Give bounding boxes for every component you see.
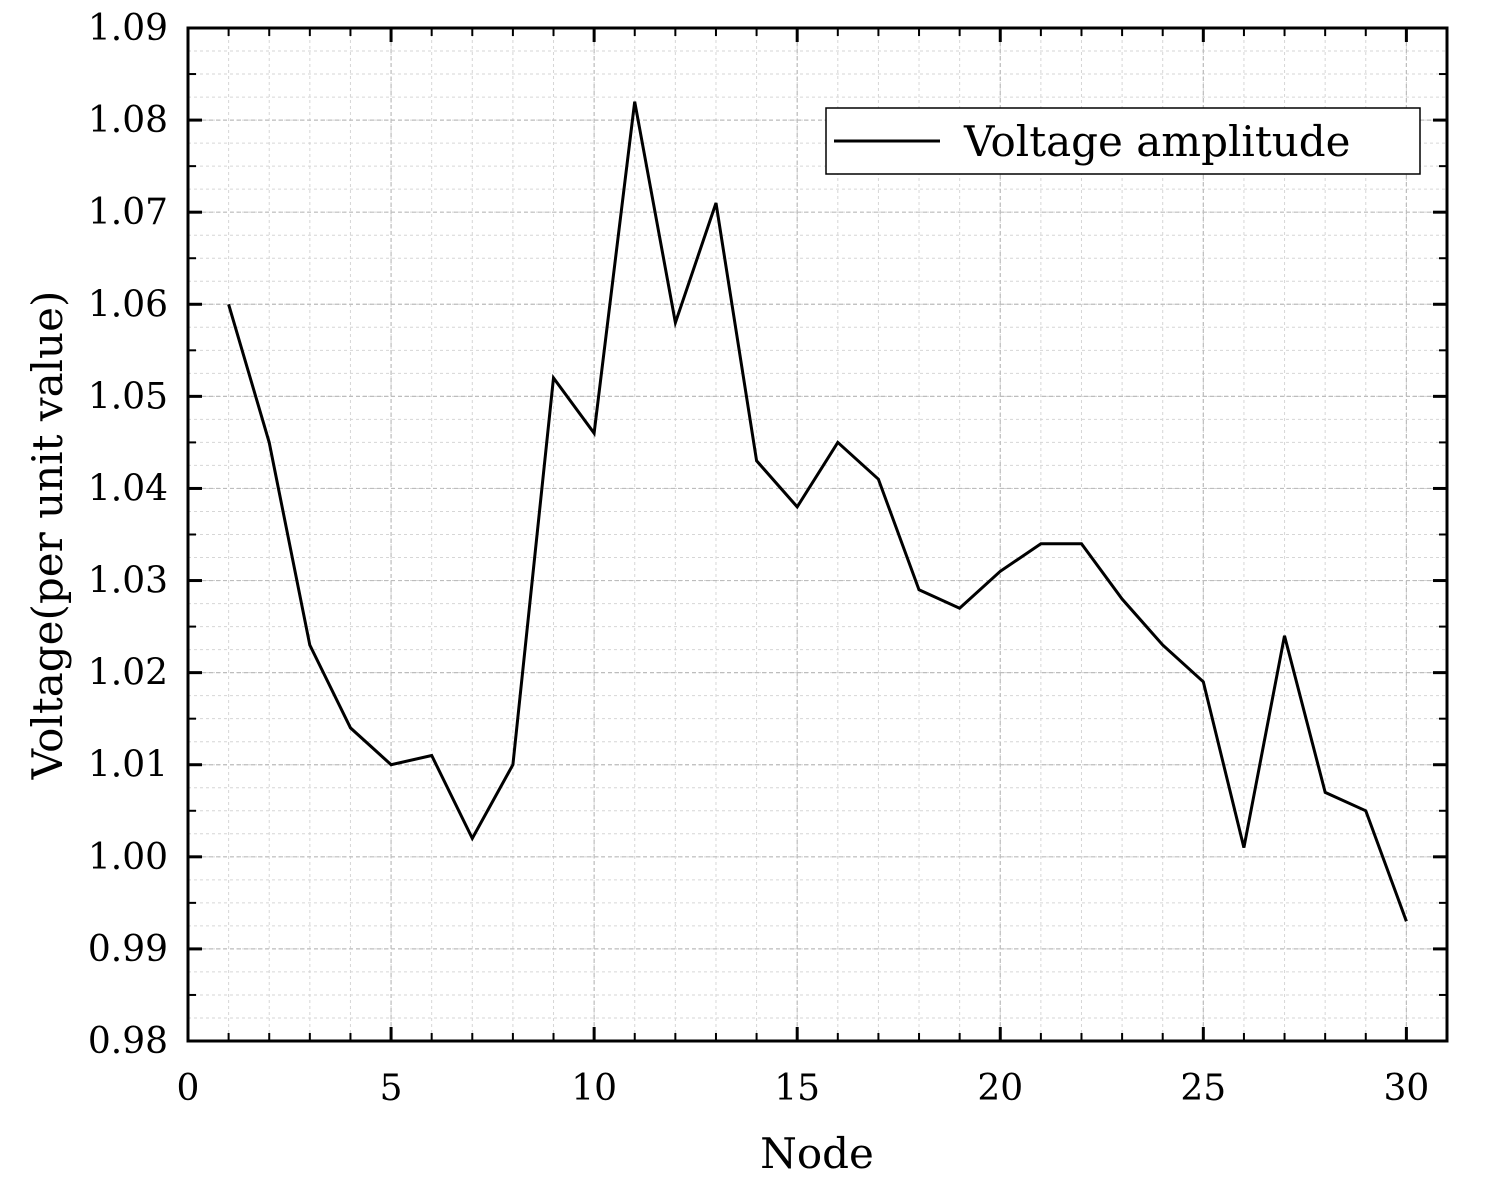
y-tick-label: 1.08 <box>88 100 168 141</box>
x-tick-label: 30 <box>1383 1068 1429 1109</box>
y-tick-label: 1.01 <box>88 745 168 786</box>
y-tick-label: 1.05 <box>88 376 168 417</box>
tick-labels: 0 5 10 15 20 25 30 0.98 0.99 1.00 1.01 1.02 1.03 1.04… <box>88 8 1429 1109</box>
x-tick-label: 20 <box>977 1068 1023 1109</box>
series-line <box>227 101 1408 922</box>
x-axis-label: Node <box>760 1129 874 1178</box>
y-tick-label: 1.09 <box>88 8 168 49</box>
legend-label: Voltage amplitude <box>963 117 1351 166</box>
grid-lines <box>187 27 1447 1042</box>
y-tick-label: 1.04 <box>88 468 168 509</box>
y-tick-label: 1.00 <box>88 837 168 878</box>
y-tick-label: 1.03 <box>88 561 168 602</box>
x-tick-label: 10 <box>571 1068 617 1109</box>
x-tick-label: 25 <box>1180 1068 1226 1109</box>
x-tick-label: 5 <box>380 1068 403 1109</box>
legend: Voltage amplitude <box>825 107 1421 175</box>
x-tick-label: 15 <box>774 1068 820 1109</box>
y-tick-label: 1.06 <box>88 284 168 325</box>
y-tick-label: 0.99 <box>88 929 168 970</box>
series-lines <box>227 101 1408 922</box>
y-axis-label: Voltage(per unit value) <box>23 291 72 781</box>
y-tick-label: 0.98 <box>88 1021 168 1062</box>
y-tick-label: 1.02 <box>88 653 168 694</box>
y-tick-label: 1.07 <box>88 192 168 233</box>
x-tick-label: 0 <box>177 1068 200 1109</box>
plot-frame <box>186 26 1449 1043</box>
